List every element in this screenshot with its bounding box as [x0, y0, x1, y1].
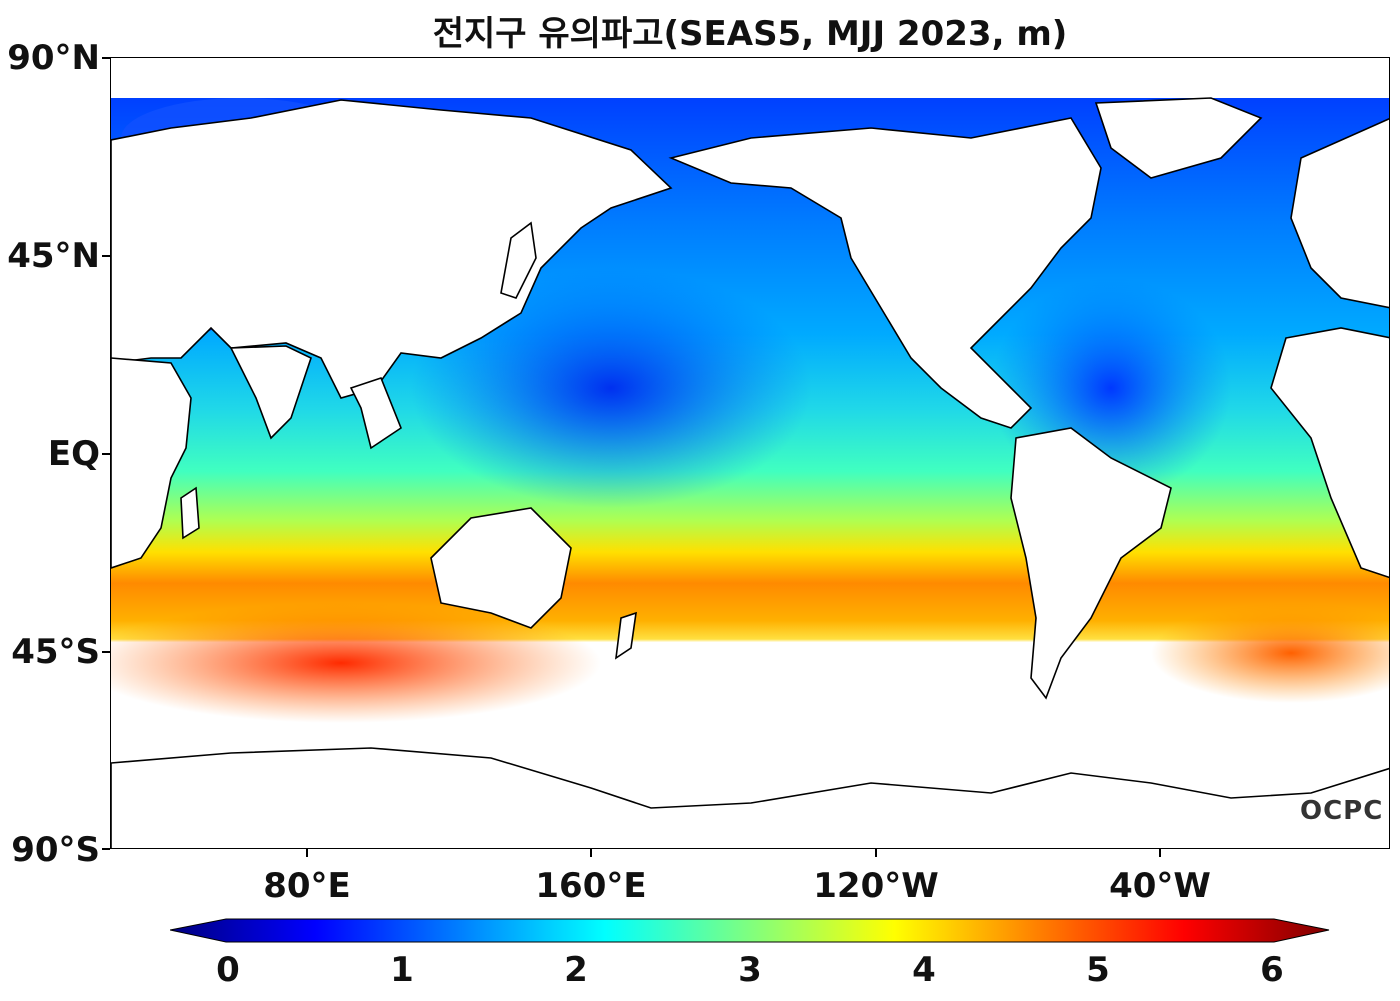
map-canvas	[111, 58, 1389, 848]
colorbar-tick-0: 0	[216, 950, 240, 990]
ocpc-logo: OCPC	[1300, 796, 1384, 826]
lat-tick	[102, 848, 110, 850]
colorbar-gradient	[170, 918, 1330, 943]
japan-landmass	[500, 221, 537, 299]
lon-label-40w: 40°W	[1109, 866, 1211, 906]
colorbar-tick-4: 4	[912, 950, 936, 990]
lon-tick	[1159, 849, 1161, 857]
new-zealand-landmass	[614, 611, 637, 660]
lat-tick	[102, 453, 110, 455]
colorbar-tick-5: 5	[1086, 950, 1110, 990]
africa-west-landmass	[1270, 327, 1389, 579]
wave-height-map	[110, 57, 1390, 849]
north-america-landmass	[668, 117, 1102, 429]
lat-label-eq: EQ	[47, 434, 100, 474]
greenland-landmass	[1094, 97, 1263, 179]
colorbar-tick-6: 6	[1260, 950, 1284, 990]
lat-label-45s: 45°S	[11, 632, 100, 672]
lat-label-90n: 90°N	[7, 38, 100, 78]
lon-label-120w: 120°W	[813, 866, 939, 906]
australia-landmass	[430, 507, 572, 629]
madagascar-landmass	[180, 486, 200, 540]
africa-landmass	[111, 357, 192, 569]
lat-tick	[102, 57, 110, 59]
colorbar-tick-3: 3	[738, 950, 762, 990]
west-pacific-calm-zone	[411, 268, 811, 508]
land-masses	[111, 97, 1389, 848]
eurasia-landmass	[111, 99, 673, 399]
south-america-landmass	[1010, 427, 1172, 700]
lat-label-45n: 45°N	[7, 236, 100, 276]
lon-label-160e: 160°E	[535, 866, 647, 906]
indian-ocean-storm-belt	[111, 603, 601, 723]
lat-tick	[102, 255, 110, 257]
europe-landmass	[1290, 118, 1389, 309]
colorbar	[170, 918, 1330, 943]
lon-tick	[875, 849, 877, 857]
lon-label-80e: 80°E	[263, 866, 351, 906]
map-title: 전지구 유의파고(SEAS5, MJJ 2023, m)	[432, 14, 1068, 54]
antarctica-landmass	[111, 747, 1389, 848]
lon-tick	[306, 849, 308, 857]
lat-tick	[102, 651, 110, 653]
india-landmass	[229, 345, 312, 440]
south-atlantic-storm-belt	[1151, 603, 1389, 703]
lon-tick	[590, 849, 592, 857]
colorbar-tick-1: 1	[390, 950, 414, 990]
lat-label-90s: 90°S	[11, 830, 100, 870]
colorbar-tick-2: 2	[564, 950, 588, 990]
indochina-landmass	[349, 377, 402, 450]
